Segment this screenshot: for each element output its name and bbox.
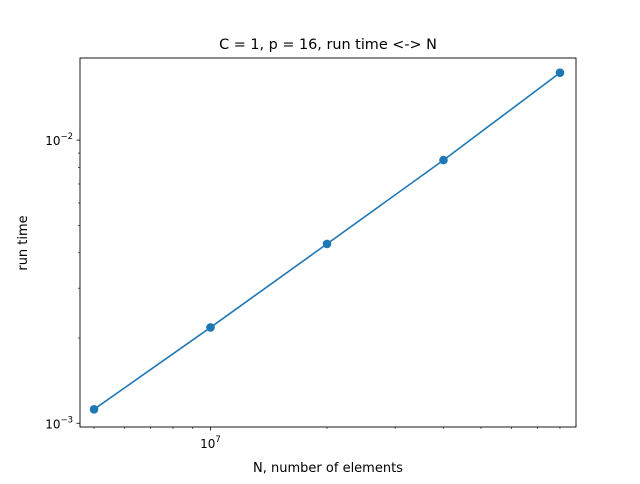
data-point [89,405,99,414]
data-point [322,239,332,249]
x-tick-label: 107 [200,435,221,451]
plot-area: 107 10−3 10−2 [45,57,577,451]
axes-frame [79,57,577,428]
y-axis-label: run time [16,215,31,270]
data-point [206,323,215,332]
data-point [555,68,565,78]
y-tick-label: 10−2 [45,132,73,148]
x-axis-label: N, number of elements [253,461,403,476]
data-point [439,155,448,165]
y-tick-label: 10−3 [45,415,73,431]
chart-title: C = 1, p = 16, run time <-> N [219,37,437,53]
